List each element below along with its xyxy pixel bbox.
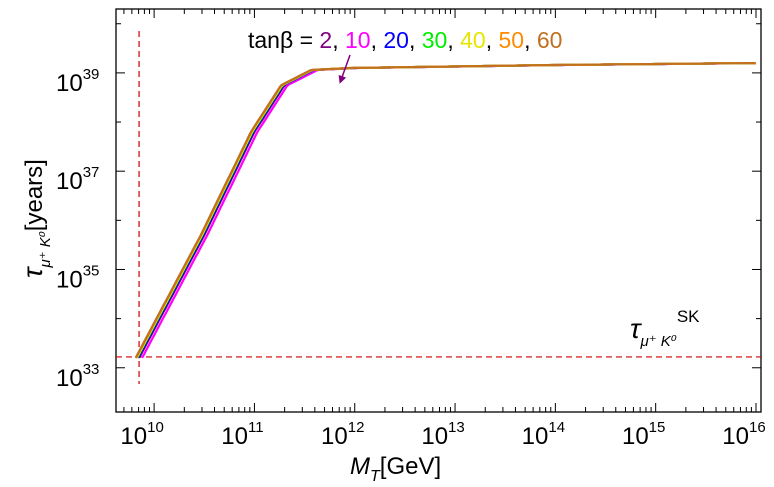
y-tick-label: 1035 xyxy=(56,262,99,293)
axis-ticks xyxy=(116,9,761,412)
legend-entry-50: 50 xyxy=(499,27,525,53)
y-tick-labels: 1033 1035 1037 1039 xyxy=(56,66,99,392)
x-tick-label: 1010 xyxy=(120,419,163,450)
x-tick-label: 1015 xyxy=(622,419,665,450)
x-tick-label: 1011 xyxy=(221,419,263,450)
legend-entry-60: 60 xyxy=(537,27,563,53)
x-tick-label: 1013 xyxy=(421,419,464,450)
y-tick-label: 1033 xyxy=(56,361,99,392)
x-tick-labels: 1010 1011 1012 1013 1014 1015 1016 xyxy=(120,419,765,450)
y-tick-label: 1037 xyxy=(56,164,99,195)
y-axis-title: τμ⁺ K⁰[years] xyxy=(17,159,54,278)
x-tick-label: 1014 xyxy=(522,419,565,450)
series-lines xyxy=(134,61,756,359)
x-tick-label: 1016 xyxy=(722,419,765,450)
x-axis-title: MT[GeV] xyxy=(350,453,441,485)
legend-entry-20: 20 xyxy=(383,27,409,53)
legend-entry-10: 10 xyxy=(345,27,371,53)
legend: tanβ = 2, 10, 20, 30, 40, 50, 60 xyxy=(248,27,562,53)
legend-entry-40: 40 xyxy=(460,27,486,53)
y-tick-label: 1039 xyxy=(56,66,99,97)
legend-prefix: tanβ = xyxy=(248,27,319,53)
legend-arrow xyxy=(338,54,351,84)
legend-entry-30: 30 xyxy=(422,27,448,53)
legend-entry-2: 2 xyxy=(319,27,332,53)
sk-bound-label: τμ⁺ K⁰SK xyxy=(630,307,700,350)
series-line-60 xyxy=(134,61,756,359)
reference-lines xyxy=(116,31,761,384)
plot-frame xyxy=(115,8,762,413)
x-tick-label: 1012 xyxy=(321,419,364,450)
